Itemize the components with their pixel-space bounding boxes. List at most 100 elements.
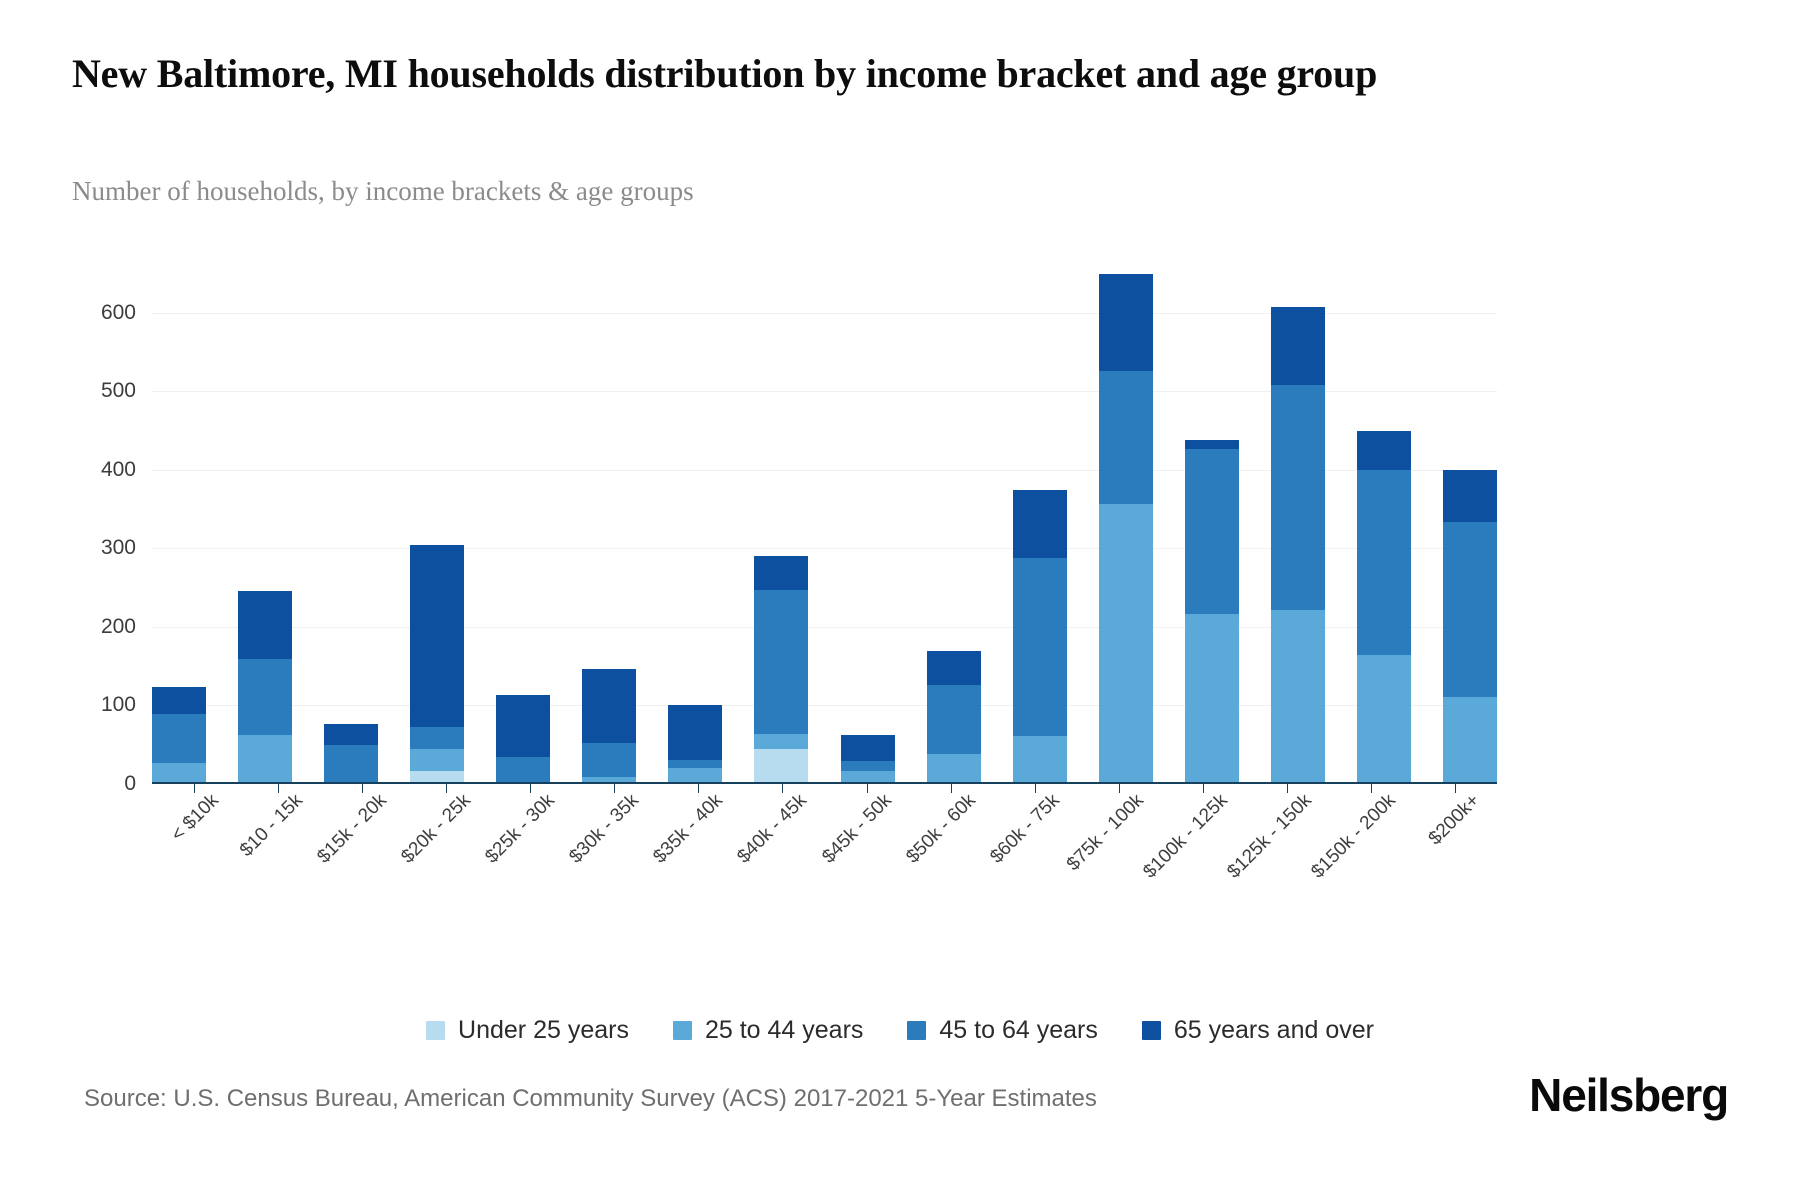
bar-segment[interactable] [754, 590, 809, 734]
bar-segment[interactable] [496, 756, 551, 784]
bar-segment[interactable] [152, 762, 206, 784]
bar-column[interactable] [1442, 250, 1497, 784]
bar-segment[interactable] [582, 669, 637, 744]
gridline [152, 548, 1497, 550]
gridline [152, 469, 1497, 471]
bar-segment[interactable] [1270, 385, 1325, 610]
bar-segment[interactable] [1184, 440, 1239, 449]
x-axis-tick [278, 784, 280, 793]
x-axis-tick [614, 784, 616, 793]
bar-segment[interactable] [1098, 503, 1153, 784]
bar-column[interactable] [1270, 250, 1325, 784]
x-axis-tick-label: $45k - 50k [817, 790, 896, 868]
bar-segment[interactable] [1098, 273, 1153, 371]
bar-column[interactable] [496, 250, 551, 784]
bar-segment[interactable] [152, 714, 206, 763]
bar-segment[interactable] [1184, 448, 1239, 615]
page-title: New Baltimore, MI households distributio… [72, 51, 1378, 96]
bar-segment[interactable] [582, 743, 637, 777]
bar-column[interactable] [238, 250, 293, 784]
x-axis-tick [1202, 784, 1204, 793]
y-axis-tick-label: 500 [100, 379, 136, 403]
bar-segment[interactable] [840, 761, 895, 771]
bar-segment[interactable] [1098, 370, 1153, 504]
bar-column[interactable] [410, 250, 465, 784]
bar-segment[interactable] [840, 770, 895, 784]
bar-segment[interactable] [410, 770, 465, 784]
gridline [152, 312, 1497, 314]
bar-segment[interactable] [1012, 557, 1067, 737]
bar-segment[interactable] [926, 754, 981, 784]
bar-column[interactable] [582, 250, 637, 784]
bar-column[interactable] [926, 250, 981, 784]
plot-area: 0 100 200 300 400 500 600 [101, 250, 1497, 795]
bar-column[interactable] [754, 250, 809, 784]
bar-column[interactable] [324, 250, 379, 784]
y-axis-tick-label: 400 [100, 457, 136, 481]
bar-segment[interactable] [1270, 306, 1325, 386]
brand-logo: Neilsberg [1529, 1069, 1729, 1121]
legend-item[interactable]: 25 to 44 years [672, 1016, 863, 1045]
bar-segment[interactable] [926, 651, 981, 686]
bar-column[interactable] [840, 250, 895, 784]
legend-swatch-icon [672, 1021, 692, 1040]
bar-segment[interactable] [1442, 521, 1497, 697]
legend-item[interactable]: 45 to 64 years [907, 1016, 1098, 1045]
bar-segment[interactable] [582, 776, 637, 784]
x-axis-tick-label: < $10k [167, 790, 223, 846]
bar-segment[interactable] [1356, 469, 1411, 656]
x-axis-tick [362, 784, 364, 793]
legend-item[interactable]: Under 25 years [426, 1016, 629, 1045]
bar-segment[interactable] [238, 659, 293, 735]
bar-segment[interactable] [324, 744, 379, 784]
source-note: Source: U.S. Census Bureau, American Com… [84, 1085, 1097, 1112]
bar-segment[interactable] [754, 749, 809, 784]
legend-swatch-icon [426, 1021, 446, 1040]
legend-item[interactable]: 65 years and over [1141, 1016, 1374, 1045]
bar-segment[interactable] [238, 590, 293, 660]
bar-segment[interactable] [1270, 609, 1325, 784]
y-axis-tick-label: 200 [100, 614, 136, 638]
bar-column[interactable] [1098, 250, 1153, 784]
bar-segment[interactable] [754, 555, 809, 591]
x-axis-tick [950, 784, 952, 793]
bar-segment[interactable] [152, 687, 206, 715]
bar-segment[interactable] [926, 685, 981, 755]
bar-column[interactable] [152, 250, 206, 784]
bar-segment[interactable] [1184, 614, 1239, 784]
bar-segment[interactable] [410, 749, 465, 771]
x-axis-tick-label: $10 - 15k [236, 790, 307, 861]
bar-segment[interactable] [410, 544, 465, 728]
x-axis-tick [1034, 784, 1036, 793]
bar-segment[interactable] [1356, 431, 1411, 470]
bar-segment[interactable] [324, 723, 379, 745]
bar-segment[interactable] [496, 695, 551, 757]
bar-segment[interactable] [1442, 696, 1497, 784]
bar-segment[interactable] [410, 727, 465, 750]
bar-segment[interactable] [754, 733, 809, 750]
x-axis-tick [1370, 784, 1372, 793]
bar-segment[interactable] [668, 767, 723, 784]
bar-segment[interactable] [668, 760, 723, 768]
legend-label: 65 years and over [1173, 1016, 1374, 1044]
bar-column[interactable] [1012, 250, 1067, 784]
bar-column[interactable] [1356, 250, 1411, 784]
x-axis-tick [530, 784, 532, 793]
x-axis-tick [1454, 784, 1456, 793]
x-axis-tick [782, 784, 784, 793]
y-axis-tick-label: 0 [124, 772, 136, 795]
bar-segment[interactable] [840, 734, 895, 762]
bar-column[interactable] [668, 250, 723, 784]
x-axis-line [152, 782, 1497, 784]
bar-column[interactable] [1184, 250, 1239, 784]
x-axis-labels: < $10k $10 - 15k $15k - 20k $20k - 25k $25k … [152, 790, 1497, 910]
legend-label: Under 25 years [458, 1016, 629, 1044]
bar-segment[interactable] [1442, 469, 1497, 522]
x-axis-tick-label: $125k - 150k [1223, 790, 1316, 883]
bar-segment[interactable] [1012, 489, 1067, 558]
bar-segment[interactable] [668, 705, 723, 761]
bar-segment[interactable] [1012, 736, 1067, 784]
bar-segment[interactable] [1356, 655, 1411, 784]
bar-segment[interactable] [238, 734, 293, 784]
